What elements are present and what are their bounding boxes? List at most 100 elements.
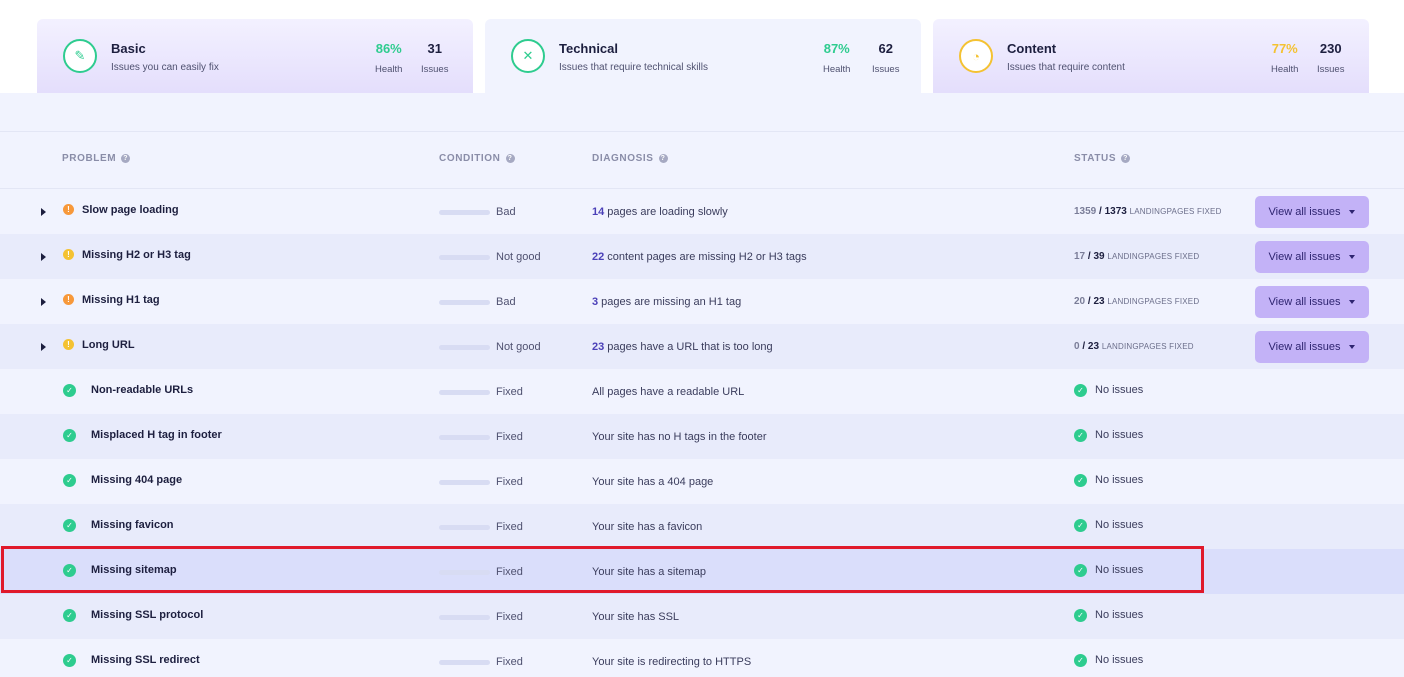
table-row[interactable]: ! Missing H1 tag Bad 3 pages are missing an… [0, 279, 1404, 324]
chevron-down-icon [1349, 210, 1356, 214]
diagnosis-text: Your site has a favicon [592, 521, 703, 533]
table-row[interactable]: ✓ Missing favicon Fixed Your site has a fav… [0, 504, 1404, 549]
status-suffix: LANDINGPAGES FIXED [1129, 207, 1222, 216]
expand-caret-icon[interactable] [41, 253, 46, 261]
status-separator: / [1079, 341, 1088, 352]
condition-bar [439, 660, 490, 665]
status-total: 39 [1093, 251, 1105, 262]
problem-name: Long URL [82, 339, 135, 351]
condition-label: Fixed [496, 566, 523, 578]
issues-value: 230 [1319, 41, 1342, 56]
issues-label: Issues [421, 64, 449, 75]
health-metric: 86% Health [375, 41, 402, 75]
help-icon[interactable]: ? [505, 154, 515, 163]
category-title: Basic [111, 41, 146, 56]
condition-label: Fixed [496, 656, 523, 668]
condition-label: Fixed [496, 431, 523, 443]
check-icon: ✓ [63, 609, 76, 622]
category-card-basic[interactable]: ✎ Basic Issues you can easily fix 86% He… [37, 19, 473, 93]
diagnosis-text: 3 pages are missing an H1 tag [592, 296, 741, 308]
condition-bar [439, 345, 490, 350]
check-icon: ✓ [63, 429, 76, 442]
condition-bar [439, 255, 490, 260]
help-icon[interactable]: ? [1121, 154, 1131, 163]
condition-bar [439, 300, 490, 305]
table-row[interactable]: ✓ Non-readable URLs Fixed All pages have a … [0, 369, 1404, 414]
expand-caret-icon[interactable] [41, 343, 46, 351]
problem-name: Missing SSL redirect [91, 654, 200, 666]
check-icon: ✓ [63, 474, 76, 487]
tools-icon: ✕ [511, 39, 545, 73]
category-card-content[interactable]: ◔ Content Issues that require content 77… [933, 19, 1369, 93]
table-row[interactable]: ! Slow page loading Bad 14 pages are loadin… [0, 189, 1404, 234]
category-card-technical[interactable]: ✕ Technical Issues that require technica… [485, 19, 921, 93]
status-suffix: LANDINGPAGES FIXED [1107, 297, 1200, 306]
status-text: No issues [1095, 609, 1144, 621]
status-done: 17 [1074, 251, 1086, 262]
check-icon: ✓ [63, 654, 76, 667]
table-row[interactable]: ✓ Missing SSL redirect Fixed Your site is r… [0, 639, 1404, 677]
help-icon[interactable]: ? [658, 154, 668, 163]
status-total: 1373 [1104, 206, 1127, 217]
condition-label: Bad [496, 206, 516, 218]
condition-label: Fixed [496, 521, 523, 533]
column-header-diagnosis: DIAGNOSIS? [592, 153, 668, 164]
condition-label: Not good [496, 341, 541, 353]
warning-icon: ! [63, 204, 74, 215]
status-text: No issues [1095, 654, 1144, 666]
status-done: 0 [1074, 341, 1080, 352]
status-suffix: LANDINGPAGES FIXED [1101, 342, 1194, 351]
status-text: No issues [1095, 474, 1144, 486]
table-row[interactable]: ✓ Missing SSL protocol Fixed Your site has … [0, 594, 1404, 639]
health-metric: 77% Health [1271, 41, 1298, 75]
view-all-issues-button[interactable]: View all issues [1255, 241, 1369, 273]
check-icon: ✓ [1074, 564, 1087, 577]
diagnosis-text: 23 pages have a URL that is too long [592, 341, 773, 353]
status-text: No issues [1095, 564, 1144, 576]
view-all-issues-button[interactable]: View all issues [1255, 331, 1369, 363]
table-row[interactable]: ! Long URL Not good 23 pages have a URL tha… [0, 324, 1404, 369]
status-fixed-count: 1359 / 1373 LANDINGPAGES FIXED [1074, 206, 1222, 217]
diagnosis-text: Your site has no H tags in the footer [592, 431, 767, 443]
issues-value: 31 [427, 41, 442, 56]
condition-label: Fixed [496, 476, 523, 488]
table-row[interactable]: ✓ Misplaced H tag in footer Fixed Your site… [0, 414, 1404, 459]
table-row-selected[interactable]: ✓ Missing sitemap Fixed Your site has a sit… [0, 549, 1404, 594]
check-icon: ✓ [63, 519, 76, 532]
check-icon: ✓ [1074, 654, 1087, 667]
issues-metric: 31 Issues [421, 41, 448, 75]
diagnosis-message: pages have a URL that is too long [604, 341, 773, 353]
condition-bar [439, 480, 490, 485]
condition-bar [439, 525, 490, 530]
view-all-issues-button[interactable]: View all issues [1255, 286, 1369, 318]
column-label: PROBLEM [62, 153, 117, 164]
status-done: 20 [1074, 296, 1086, 307]
expand-caret-icon[interactable] [41, 298, 46, 306]
table-header: PROBLEM? CONDITION? DIAGNOSIS? STATUS? [0, 131, 1404, 189]
diagnosis-message: content pages are missing H2 or H3 tags [604, 251, 807, 263]
column-header-condition: CONDITION? [439, 153, 515, 164]
check-icon: ✓ [1074, 429, 1087, 442]
condition-label: Bad [496, 296, 516, 308]
warning-icon: ! [63, 294, 74, 305]
health-value: 87% [823, 41, 850, 56]
check-icon: ✓ [1074, 474, 1087, 487]
status-total: 23 [1087, 341, 1100, 352]
problem-name: Slow page loading [82, 204, 179, 216]
diagnosis-text: Your site is redirecting to HTTPS [592, 656, 752, 668]
health-metric: 87% Health [823, 41, 850, 75]
check-icon: ✓ [1074, 609, 1087, 622]
health-label: Health [375, 64, 403, 75]
table-row[interactable]: ✓ Missing 404 page Fixed Your site has a 40… [0, 459, 1404, 504]
help-icon[interactable]: ? [121, 154, 131, 163]
problem-name: Missing sitemap [91, 564, 177, 576]
view-all-issues-button[interactable]: View all issues [1255, 196, 1369, 228]
gauge-icon: ◔ [959, 39, 993, 73]
problem-name: Missing favicon [91, 519, 174, 531]
condition-bar [439, 435, 490, 440]
table-row[interactable]: ! Missing H2 or H3 tag Not good 22 content … [0, 234, 1404, 279]
selection-highlight [1, 546, 1204, 593]
expand-caret-icon[interactable] [41, 208, 46, 216]
status-separator: / [1085, 296, 1094, 307]
condition-label: Fixed [496, 611, 523, 623]
